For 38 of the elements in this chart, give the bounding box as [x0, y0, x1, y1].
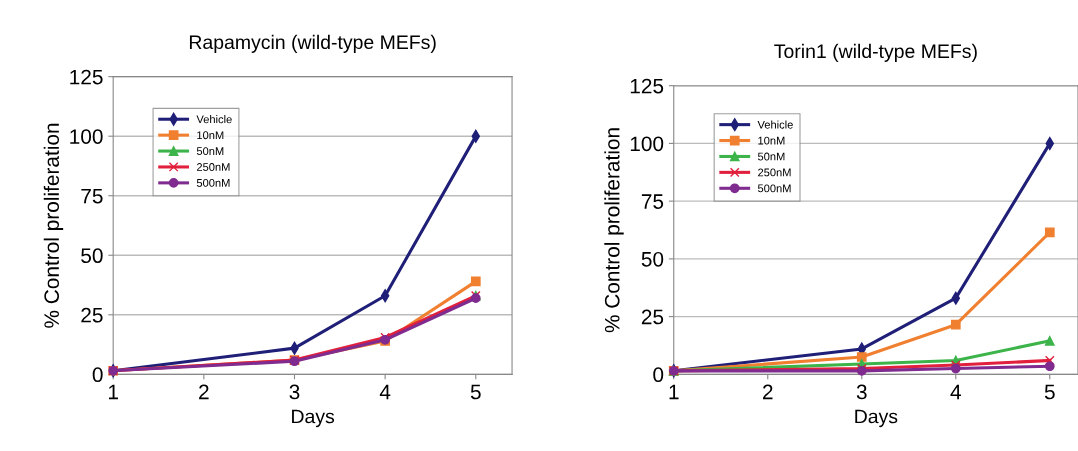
- y-tick-label: 50: [81, 248, 103, 264]
- x-axis-title: Days: [292, 409, 335, 428]
- y-tick-label: 100: [70, 129, 103, 144]
- x-tick-label: 2: [763, 384, 773, 400]
- legend-label: 10nM: [758, 136, 785, 145]
- legend-label: 250nM: [196, 163, 230, 171]
- y-tick-label: 0: [653, 367, 664, 383]
- y-axis-title: % Control proliferation: [604, 128, 624, 333]
- legend-label: 50nM: [757, 152, 785, 161]
- x-tick-label: 1: [108, 384, 118, 400]
- y-tick-label: 125: [70, 69, 103, 85]
- x-tick-label: 5: [470, 384, 481, 400]
- x-tick-label: 3: [856, 384, 867, 400]
- legend-label: 500nM: [757, 184, 791, 193]
- chart-title: Rapamycin (wild-type MEFs): [189, 34, 436, 53]
- y-tick-label: 75: [81, 188, 103, 204]
- y-tick-label: 25: [81, 307, 103, 323]
- y-axis-title: % Control proliferation: [43, 123, 64, 328]
- x-tick-label: 4: [379, 384, 391, 400]
- x-axis-title: Days: [855, 409, 898, 428]
- legend-label: 10nM: [197, 131, 224, 140]
- y-tick-label: 50: [641, 251, 664, 267]
- x-tick-label: 3: [289, 384, 300, 400]
- y-tick-label: 75: [641, 194, 664, 209]
- chart-title: Torin1 (wild-type MEFs): [774, 43, 977, 62]
- legend-label: Vehicle: [196, 115, 232, 124]
- legend-label: 250nM: [758, 168, 791, 177]
- legend-label: 50nM: [196, 147, 224, 156]
- y-tick-label: 125: [630, 78, 664, 94]
- x-tick-label: 1: [669, 384, 679, 400]
- y-tick-label: 0: [92, 367, 103, 383]
- x-tick-label: 5: [1044, 384, 1055, 400]
- x-tick-label: 4: [950, 384, 961, 400]
- legend-label: Vehicle: [757, 120, 793, 129]
- y-tick-label: 100: [630, 136, 664, 152]
- y-tick-label: 25: [641, 309, 664, 325]
- legend-label: 500nM: [196, 179, 230, 187]
- x-tick-label: 2: [199, 384, 209, 400]
